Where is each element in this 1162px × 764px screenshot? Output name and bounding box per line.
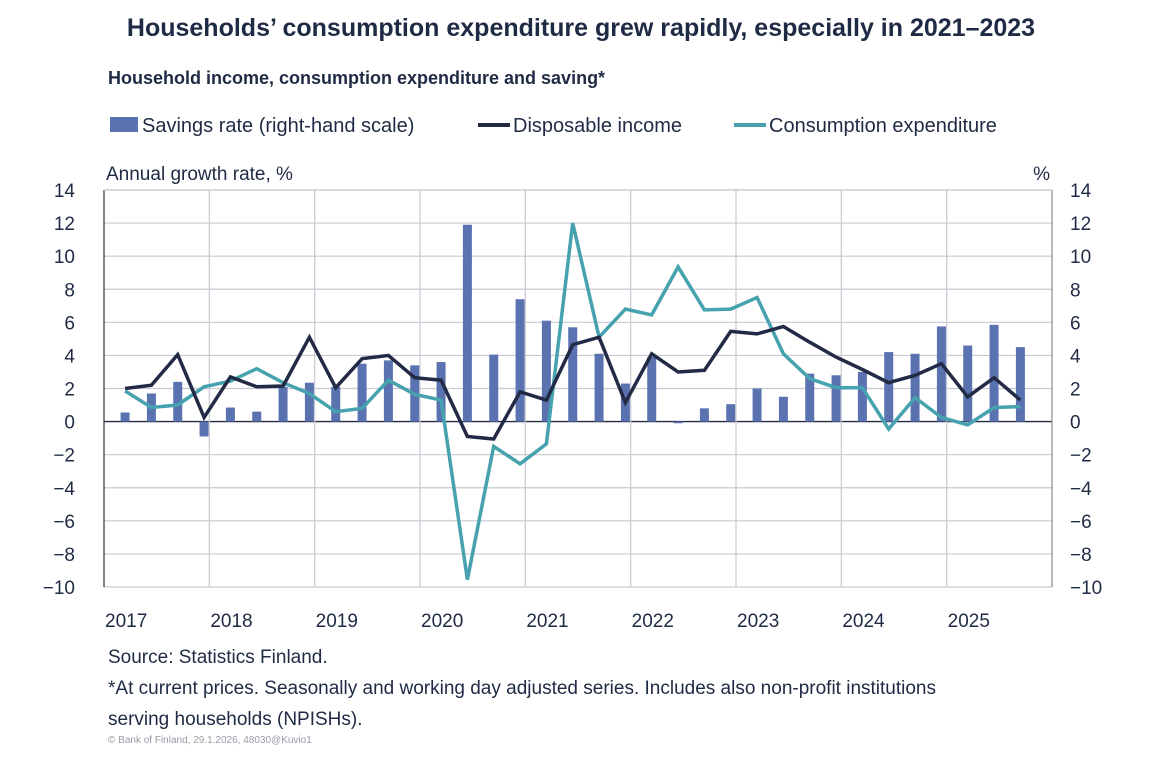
chart-subtitle: Household income, consumption expenditur… (108, 68, 605, 88)
savings-bar (489, 354, 499, 422)
x-tick-label: 2024 (842, 611, 885, 632)
savings-bar (963, 345, 973, 422)
savings-bar (357, 363, 367, 422)
y-tick-labels: −10 −10 −8 −8 −6 −6 −4 −4 −2 −2 0 0 2 2 4 4 6 6 8 8 10 10 12 12… (43, 181, 1102, 599)
legend-swatch-savings (110, 117, 138, 132)
savings-bar (278, 386, 288, 422)
footnote-line-2: serving households (NPISHs). (108, 709, 363, 730)
y-tick-right: −10 (1070, 578, 1102, 599)
x-tick-label: 2019 (316, 611, 358, 632)
savings-bar (120, 412, 130, 422)
y-tick-left: 2 (64, 380, 75, 401)
y-tick-left: −8 (53, 545, 75, 566)
footnote-line-1: *At current prices. Seasonally and worki… (108, 678, 936, 699)
y-axis-left-label: Annual growth rate, % (106, 164, 293, 185)
y-tick-right: −6 (1070, 512, 1092, 533)
x-tick-label: 2020 (421, 611, 463, 632)
legend-label-income: Disposable income (513, 115, 682, 137)
y-tick-right: −2 (1070, 446, 1092, 467)
y-tick-right: 6 (1070, 313, 1081, 334)
consumption-line (124, 222, 1021, 580)
savings-bar (304, 382, 314, 422)
y-tick-left: −6 (53, 512, 75, 533)
y-tick-left: 6 (64, 313, 75, 334)
savings-bar (884, 352, 894, 422)
y-tick-right: 4 (1070, 346, 1081, 367)
income-line (124, 324, 1022, 441)
savings-bar (436, 362, 446, 422)
savings-bar (541, 320, 551, 422)
lines (124, 222, 1022, 580)
y-tick-left: 10 (54, 247, 75, 268)
savings-bar (225, 407, 235, 422)
savings-bar (568, 327, 578, 422)
x-tick-label: 2021 (526, 611, 568, 632)
gridlines (103, 189, 1053, 588)
savings-bar (331, 386, 341, 422)
savings-bar (726, 404, 736, 422)
savings-bar (383, 360, 393, 422)
savings-bar (199, 421, 209, 437)
x-tick-label: 2018 (210, 611, 252, 632)
chart-title: Households’ consumption expenditure grew… (127, 14, 1035, 42)
copyright: © Bank of Finland, 29.1.2026, 48030@Kuvi… (108, 735, 312, 746)
y-tick-left: 12 (54, 214, 75, 235)
y-tick-left: 4 (64, 346, 75, 367)
y-tick-right: 12 (1070, 214, 1091, 235)
savings-bar (647, 357, 657, 422)
source-note: Source: Statistics Finland. (108, 647, 328, 668)
x-tick-label: 2025 (948, 611, 990, 632)
y-tick-left: 8 (64, 280, 75, 301)
savings-bar (989, 324, 999, 422)
y-tick-right: 14 (1070, 181, 1092, 202)
savings-bar (831, 375, 841, 422)
savings-bar (515, 299, 525, 422)
savings-bar (462, 224, 472, 422)
legend: Savings rate (right-hand scale) Disposab… (110, 115, 997, 137)
savings-bar (699, 408, 709, 422)
savings-bar (936, 326, 946, 422)
y-tick-left: 0 (64, 413, 75, 434)
y-tick-left: −10 (43, 578, 75, 599)
savings-bar (857, 371, 867, 422)
y-axis-right-label: % (1033, 164, 1050, 185)
y-tick-right: 2 (1070, 380, 1081, 401)
savings-bar (1015, 347, 1025, 422)
y-tick-right: 10 (1070, 247, 1091, 268)
savings-bar (778, 396, 788, 422)
x-tick-labels: 2017 2018 2019 2020 2021 2022 2023 2024 2025 (105, 611, 990, 632)
savings-bar (173, 381, 183, 422)
legend-label-consumption: Consumption expenditure (769, 115, 997, 137)
savings-bar (805, 373, 815, 422)
y-tick-right: −4 (1070, 479, 1092, 500)
y-tick-right: −8 (1070, 545, 1092, 566)
y-tick-right: 8 (1070, 280, 1081, 301)
savings-bar (673, 421, 683, 424)
savings-bar (752, 388, 762, 422)
savings-bar (252, 411, 262, 422)
y-tick-right: 0 (1070, 413, 1081, 434)
y-tick-left: −4 (53, 479, 75, 500)
savings-bar (594, 353, 604, 422)
legend-label-savings: Savings rate (right-hand scale) (142, 115, 414, 137)
savings-bar (910, 353, 920, 422)
y-tick-left: −2 (53, 446, 75, 467)
x-tick-label: 2022 (632, 611, 674, 632)
y-tick-left: 14 (54, 181, 76, 202)
x-tick-label: 2017 (105, 611, 147, 632)
x-tick-label: 2023 (737, 611, 779, 632)
